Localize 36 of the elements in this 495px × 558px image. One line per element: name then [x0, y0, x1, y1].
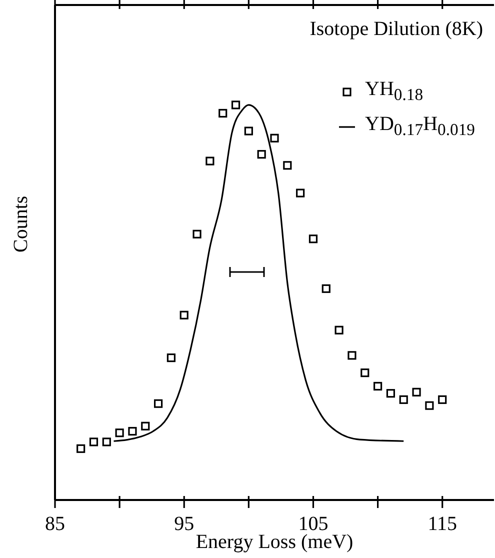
legend-label: YH$_{0.18}$: [365, 78, 424, 105]
point: [308, 234, 318, 244]
legend-label: YD$_{0.17}$H$_{0.019}$: [365, 113, 475, 140]
point: [360, 368, 370, 378]
point: [102, 438, 111, 446]
point: [192, 230, 202, 238]
y-axis-title: Counts: [10, 196, 32, 252]
point: [257, 150, 266, 159]
point: [231, 100, 240, 110]
point: [386, 389, 396, 398]
point: [438, 395, 447, 404]
point: [206, 156, 214, 166]
point: [322, 284, 330, 293]
point: [296, 188, 305, 198]
point: [218, 108, 228, 118]
point: [154, 399, 163, 408]
point: [76, 444, 86, 453]
point: [270, 134, 279, 142]
point: [283, 161, 292, 170]
point: [425, 401, 434, 410]
point: [89, 438, 98, 446]
point: [115, 428, 124, 438]
point: [180, 310, 188, 320]
point: [373, 382, 382, 391]
point: [334, 326, 344, 334]
point: [399, 395, 408, 404]
point: [166, 353, 176, 362]
point: [412, 388, 421, 396]
point: [348, 351, 356, 360]
x-tick-label: 85: [45, 513, 65, 535]
point: [244, 126, 253, 136]
x-tick-label: 95: [174, 513, 194, 535]
point: [141, 422, 150, 430]
chart-title: Isotope Dilution (8K): [310, 18, 483, 41]
x-tick-label: 115: [428, 513, 457, 535]
point: [128, 426, 137, 436]
